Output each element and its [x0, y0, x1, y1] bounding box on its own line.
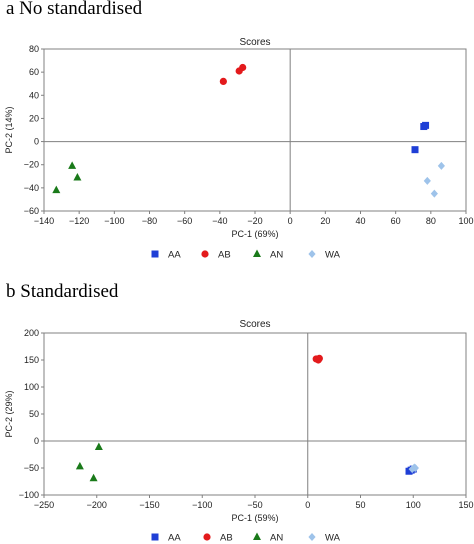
data-point-ab — [239, 63, 247, 72]
y-tick-label: −20 — [24, 160, 39, 170]
series-wa — [408, 463, 419, 474]
y-tick-label: 80 — [29, 44, 39, 54]
data-point-wa — [423, 176, 431, 185]
x-tick-label: −50 — [247, 500, 262, 510]
x-tick-label: 20 — [320, 216, 330, 226]
x-tick-label: 150 — [458, 500, 473, 510]
data-point-wa — [410, 463, 418, 472]
legend-label-ab: AB — [218, 250, 231, 261]
x-tick-label: 100 — [458, 216, 473, 226]
x-tick-label: 50 — [355, 500, 365, 510]
x-tick-label: −250 — [34, 500, 54, 510]
legend-label-wa: WA — [325, 533, 341, 544]
legend-marker-ab — [203, 533, 211, 541]
data-point-an — [52, 185, 61, 194]
legend-label-ab: AB — [220, 533, 233, 544]
chart-title: Scores — [239, 319, 270, 330]
data-point-an — [94, 442, 103, 450]
panel-label: a No standardised — [6, 0, 143, 19]
plot-frame — [43, 48, 467, 212]
series-an — [52, 161, 82, 194]
plot-frame — [43, 332, 467, 496]
x-tick-label: 0 — [288, 216, 293, 226]
y-tick-label: −60 — [24, 206, 39, 216]
x-axis-label: PC-1 (59%) — [231, 513, 278, 523]
legend-marker-wa — [308, 250, 316, 258]
x-tick-label: −80 — [142, 216, 157, 226]
x-tick-label: 40 — [355, 216, 365, 226]
legend-marker-aa — [151, 533, 159, 541]
legend-label-aa: AA — [168, 533, 181, 544]
series-an — [75, 442, 103, 482]
x-tick-label: −100 — [192, 500, 212, 510]
chart-title: Scores — [239, 37, 270, 48]
legend-label-an: AN — [270, 533, 283, 544]
series-wa — [423, 161, 445, 198]
x-tick-label: 80 — [426, 216, 436, 226]
x-tick-label: −100 — [104, 216, 124, 226]
data-point-an — [75, 461, 84, 470]
legend-label-aa: AA — [168, 250, 181, 261]
data-point-an — [73, 172, 82, 181]
data-point-wa — [430, 189, 438, 198]
x-tick-label: −40 — [212, 216, 227, 226]
y-tick-label: 100 — [24, 382, 39, 392]
legend-marker-an — [253, 249, 261, 257]
legend-label-wa: WA — [325, 250, 341, 261]
y-tick-label: 0 — [34, 436, 39, 446]
x-tick-label: −140 — [34, 216, 54, 226]
x-tick-label: −120 — [69, 216, 89, 226]
panel-label: b Standardised — [6, 281, 119, 302]
x-axis-label: PC-1 (69%) — [231, 229, 278, 239]
legend-marker-an — [253, 532, 261, 540]
legend-label-an: AN — [270, 250, 283, 261]
y-tick-label: 0 — [34, 137, 39, 147]
series-ab — [312, 354, 323, 364]
x-tick-label: −200 — [87, 500, 107, 510]
legend-marker-aa — [151, 250, 159, 258]
y-axis-label: PC-2 (29%) — [4, 390, 14, 437]
y-tick-label: 50 — [29, 409, 39, 419]
data-point-an — [89, 473, 98, 482]
y-axis-label: PC-2 (14%) — [4, 106, 14, 153]
y-tick-label: 60 — [29, 67, 39, 77]
y-tick-label: 40 — [29, 90, 39, 100]
x-tick-label: −150 — [139, 500, 159, 510]
legend: AA AB AN WA — [151, 532, 341, 544]
series-ab — [219, 63, 247, 85]
legend-marker-wa — [308, 533, 316, 541]
data-point-an — [68, 161, 77, 169]
x-tick-label: 100 — [406, 500, 421, 510]
legend: AA AB AN WA — [151, 249, 341, 261]
series-aa — [411, 121, 430, 154]
chart-b: b Standardised Scores −250 −200 −150 −100 −50 0… — [4, 281, 474, 544]
x-tick-label: 0 — [305, 500, 310, 510]
chart-a: a No standardised Scores −140 −120 −100 −80 −6… — [4, 0, 474, 261]
y-tick-label: −40 — [24, 183, 39, 193]
y-tick-label: −100 — [19, 490, 39, 500]
x-tick-label: 60 — [391, 216, 401, 226]
data-point-aa — [422, 121, 430, 129]
y-tick-label: 200 — [24, 328, 39, 338]
data-point-ab — [314, 356, 322, 364]
x-tick-label: −20 — [247, 216, 262, 226]
y-tick-label: 20 — [29, 113, 39, 123]
legend-marker-ab — [201, 250, 209, 258]
data-point-aa — [411, 146, 419, 154]
x-tick-label: −60 — [177, 216, 192, 226]
data-point-wa — [437, 161, 445, 170]
y-tick-label: −50 — [24, 463, 39, 473]
y-tick-label: 150 — [24, 355, 39, 365]
data-point-ab — [219, 77, 227, 85]
